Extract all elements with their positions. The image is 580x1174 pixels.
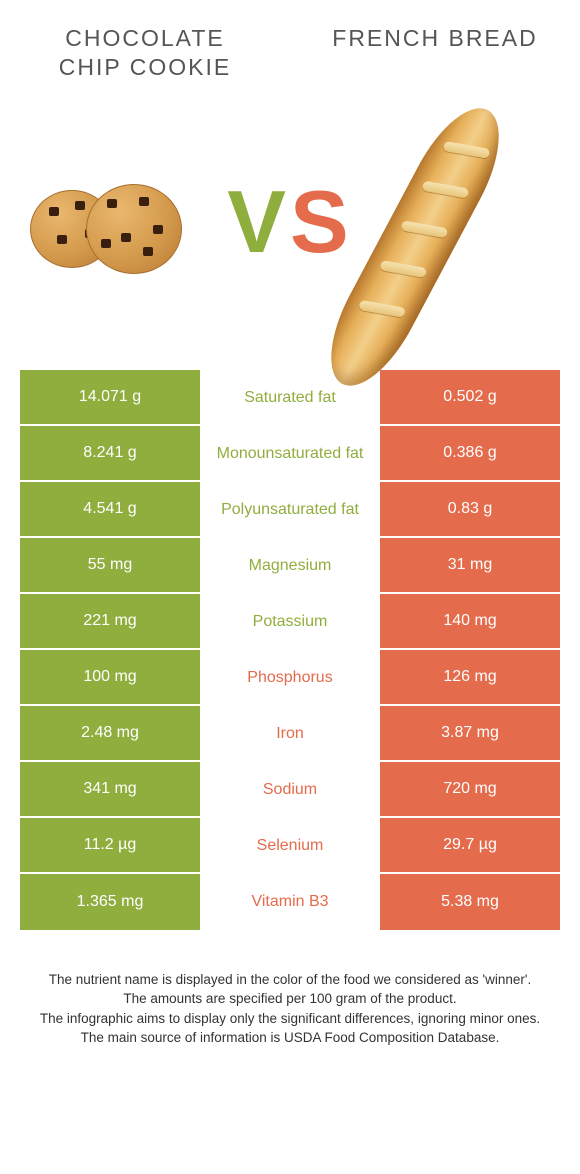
nutrient-label-cell: Phosphorus [200, 650, 380, 706]
table-row: 341 mgSodium720 mg [20, 762, 560, 818]
right-value-cell: 0.502 g [380, 370, 560, 426]
table-row: 100 mgPhosphorus126 mg [20, 650, 560, 706]
right-value-cell: 29.7 µg [380, 818, 560, 874]
nutrient-table: 14.071 gSaturated fat0.502 g8.241 gMonou… [20, 370, 560, 930]
nutrient-label-cell: Potassium [200, 594, 380, 650]
right-value-cell: 0.83 g [380, 482, 560, 538]
left-food-title: CHOCOLATE CHIP COOKIE [30, 24, 260, 82]
left-value-cell: 100 mg [20, 650, 200, 706]
footer-line: The nutrient name is displayed in the co… [30, 970, 550, 990]
right-value-cell: 720 mg [380, 762, 560, 818]
table-row: 221 mgPotassium140 mg [20, 594, 560, 650]
right-value-cell: 3.87 mg [380, 706, 560, 762]
table-row: 1.365 mgVitamin B35.38 mg [20, 874, 560, 930]
table-row: 55 mgMagnesium31 mg [20, 538, 560, 594]
nutrient-label-cell: Magnesium [200, 538, 380, 594]
header: CHOCOLATE CHIP COOKIE FRENCH BREAD [0, 0, 580, 92]
nutrient-label-cell: Polyunsaturated fat [200, 482, 380, 538]
table-row: 2.48 mgIron3.87 mg [20, 706, 560, 762]
table-row: 14.071 gSaturated fat0.502 g [20, 370, 560, 426]
right-value-cell: 31 mg [380, 538, 560, 594]
footer-line: The main source of information is USDA F… [30, 1028, 550, 1048]
right-value-cell: 140 mg [380, 594, 560, 650]
baguette-icon [350, 102, 580, 352]
left-value-cell: 8.241 g [20, 426, 200, 482]
nutrient-label-cell: Monounsaturated fat [200, 426, 380, 482]
nutrient-label-cell: Iron [200, 706, 380, 762]
left-value-cell: 341 mg [20, 762, 200, 818]
hero-comparison: VS [0, 92, 580, 352]
nutrient-label-cell: Sodium [200, 762, 380, 818]
vs-label: VS [227, 171, 352, 273]
cookies-icon [30, 182, 190, 282]
left-value-cell: 221 mg [20, 594, 200, 650]
table-row: 11.2 µgSelenium29.7 µg [20, 818, 560, 874]
left-value-cell: 1.365 mg [20, 874, 200, 930]
left-value-cell: 55 mg [20, 538, 200, 594]
right-food-title: FRENCH BREAD [320, 24, 550, 82]
footer-line: The infographic aims to display only the… [30, 1009, 550, 1029]
right-value-cell: 5.38 mg [380, 874, 560, 930]
vs-letter-v: V [227, 172, 290, 271]
table-row: 4.541 gPolyunsaturated fat0.83 g [20, 482, 560, 538]
left-value-cell: 2.48 mg [20, 706, 200, 762]
nutrient-label-cell: Selenium [200, 818, 380, 874]
left-value-cell: 4.541 g [20, 482, 200, 538]
right-value-cell: 0.386 g [380, 426, 560, 482]
vs-letter-s: S [290, 172, 353, 271]
right-value-cell: 126 mg [380, 650, 560, 706]
footer-notes: The nutrient name is displayed in the co… [30, 970, 550, 1048]
left-value-cell: 11.2 µg [20, 818, 200, 874]
footer-line: The amounts are specified per 100 gram o… [30, 989, 550, 1009]
nutrient-label-cell: Vitamin B3 [200, 874, 380, 930]
left-value-cell: 14.071 g [20, 370, 200, 426]
table-row: 8.241 gMonounsaturated fat0.386 g [20, 426, 560, 482]
